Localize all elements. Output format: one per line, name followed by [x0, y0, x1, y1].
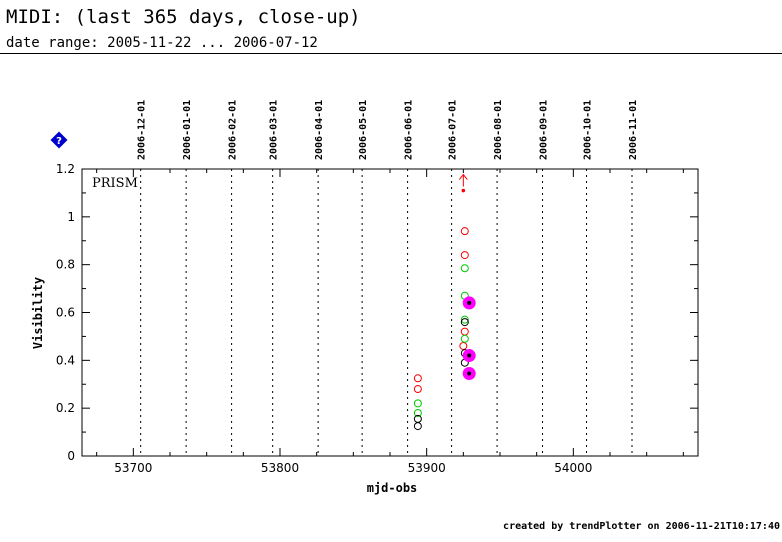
- help-diamond-icon[interactable]: ?: [50, 131, 68, 149]
- month-marker-label: 2006-06-01: [404, 100, 415, 160]
- data-point-center: [467, 300, 472, 305]
- data-point: [413, 422, 422, 431]
- panel-label: PRISM: [92, 176, 138, 191]
- help-glyph: ?: [56, 136, 62, 147]
- outlier-point: [461, 188, 466, 193]
- month-marker-label: 2006-03-01: [269, 100, 280, 160]
- outlier-arrow-head: [458, 173, 468, 180]
- plot-frame: [81, 168, 699, 457]
- y-tick-label: 0.6: [56, 306, 75, 320]
- data-point: [459, 341, 468, 350]
- month-marker-label: 2006-12-01: [137, 100, 148, 160]
- data-point: [460, 327, 469, 336]
- header-divider: [0, 53, 782, 54]
- y-tick-label: 0: [67, 449, 75, 463]
- data-point-center: [467, 371, 472, 376]
- month-marker-label: 2006-08-01: [493, 100, 504, 160]
- data-point: [413, 399, 422, 408]
- x-tick-label: 53800: [261, 461, 299, 475]
- month-marker-label: 2006-07-01: [448, 100, 459, 160]
- footer-credit: created by trendPlotter on 2006-11-21T10…: [503, 521, 780, 532]
- data-point: [460, 227, 469, 236]
- y-tick-label: 1.2: [56, 162, 75, 176]
- month-marker-label: 2006-09-01: [539, 100, 550, 160]
- data-point: [460, 318, 469, 327]
- month-marker-label: 2006-04-01: [314, 100, 325, 160]
- data-point: [460, 315, 469, 324]
- x-tick-label: 53900: [408, 461, 446, 475]
- data-point: [460, 334, 469, 343]
- data-point: [460, 264, 469, 273]
- month-marker-label: 2006-02-01: [228, 100, 239, 160]
- data-point: [413, 408, 422, 417]
- y-tick-label: 1: [67, 210, 75, 224]
- data-point: [460, 251, 469, 260]
- data-point: [413, 374, 422, 383]
- month-marker-label: 2006-01-01: [182, 100, 193, 160]
- data-point: [413, 385, 422, 394]
- month-marker-label: 2006-11-01: [628, 100, 639, 160]
- x-tick-label: 53700: [114, 461, 152, 475]
- month-marker-label: 2006-05-01: [358, 100, 369, 160]
- page-title: MIDI: (last 365 days, close-up): [6, 6, 361, 28]
- y-axis-label: Visibility: [31, 277, 45, 349]
- y-tick-label: 0.8: [56, 258, 75, 272]
- x-tick-label: 54000: [554, 461, 592, 475]
- data-point-center: [467, 353, 472, 358]
- y-tick-label: 0.2: [56, 401, 75, 415]
- month-marker-label: 2006-10-01: [583, 100, 594, 160]
- y-tick-label: 0.4: [56, 353, 75, 367]
- date-range-subtitle: date range: 2005-11-22 ... 2006-07-12: [6, 35, 318, 51]
- x-axis-label: mjd-obs: [367, 481, 418, 495]
